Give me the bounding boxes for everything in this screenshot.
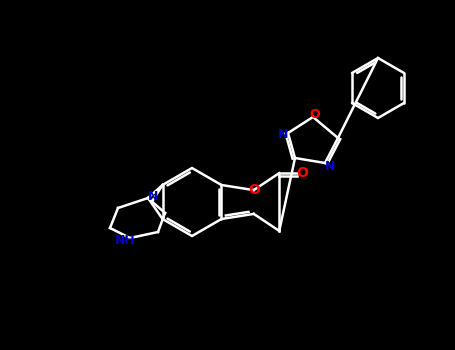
Text: O: O [310, 108, 320, 121]
Text: O: O [248, 183, 260, 197]
Text: N: N [278, 128, 288, 141]
Text: NH: NH [115, 233, 136, 246]
Text: O: O [296, 166, 308, 180]
Text: N: N [148, 190, 158, 203]
Text: N: N [325, 160, 335, 173]
